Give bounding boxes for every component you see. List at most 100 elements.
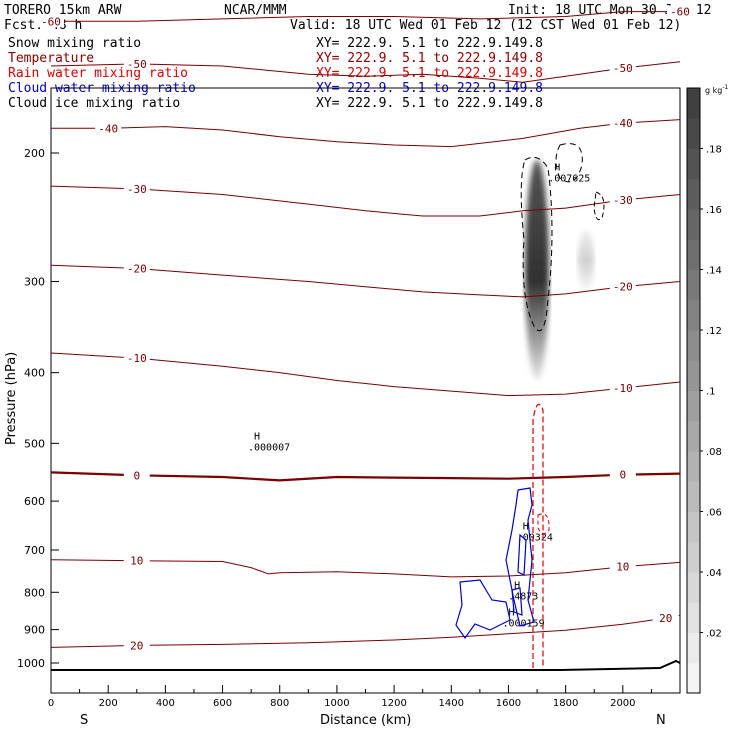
extremum-marker: H <box>254 431 260 442</box>
y-tick-label: 600 <box>24 495 45 508</box>
colorbar-segment <box>687 360 700 391</box>
colorbar-segment <box>687 632 700 664</box>
temperature-label: 0 <box>620 469 627 482</box>
x-tick-label: 200 <box>99 698 118 709</box>
extremum-value: .007625 <box>548 173 590 184</box>
temperature-label-bg <box>123 469 150 482</box>
colorbar-segment <box>687 420 700 452</box>
temperature-label: -40 <box>613 117 633 130</box>
x-tick-label: 1800 <box>553 698 578 709</box>
colorbar-label: .06 <box>706 508 722 519</box>
temperature-label: -30 <box>613 194 633 207</box>
legend-rain-name: Rain water mixing ratio <box>8 66 188 81</box>
temperature-label: 0 <box>133 469 140 482</box>
extremum-value: .000159 <box>502 619 544 630</box>
x-tick-label: 1000 <box>324 698 349 709</box>
temperature-contour <box>50 264 681 298</box>
y-tick-label: 400 <box>24 367 45 380</box>
colorbar-segment <box>687 118 700 149</box>
temperature-contour <box>50 471 681 482</box>
x-tick-label: 400 <box>156 698 175 709</box>
temperature-contour <box>51 11 680 22</box>
valid-time: Valid: 18 UTC Wed 01 Feb 12 (12 CST Wed … <box>290 18 681 33</box>
temperature-label: -10 <box>127 352 147 365</box>
colorbar-segment <box>687 602 700 633</box>
temperature-label-bg <box>609 280 636 293</box>
colorbar-segment <box>687 451 700 482</box>
colorbar-segment <box>687 481 700 512</box>
x-axis: 0 200 400 600 800 1000 1200 1400 1600 1800 2000 <box>48 685 652 709</box>
colorbar-label: .12 <box>706 326 722 337</box>
legend: Snow mixing ratio XY= 222.9. 5.1 to 222.… <box>8 36 543 111</box>
temperature-label-bg <box>609 117 636 130</box>
colorbar-segment <box>687 511 700 543</box>
extremum-value: .000007 <box>248 442 290 453</box>
snow-shading <box>525 160 594 380</box>
temperature-label: 10 <box>130 555 143 568</box>
temperature-label-bg <box>95 122 122 135</box>
temperature-label: -50 <box>127 58 147 71</box>
y-tick-label: 500 <box>24 437 45 450</box>
temperature-label: -60 <box>41 15 61 28</box>
legend-cloudice-xy: XY= 222.9. 5.1 to 222.9.149.8 <box>316 96 543 111</box>
cloud-ice-contour-side <box>593 191 605 221</box>
temperature-label-bg <box>123 554 150 567</box>
colorbar-segment <box>687 209 700 240</box>
temperature-contour <box>50 185 681 217</box>
temperature-label: 20 <box>659 612 672 625</box>
snow-secondary-shading <box>578 230 594 290</box>
colorbar-label: .14 <box>706 266 722 277</box>
y-axis: 200 300 400 500 600 700 800 900 1000 <box>17 147 59 670</box>
y-tick-label: 200 <box>24 147 45 160</box>
y-tick-label: 900 <box>24 624 45 637</box>
colorbar-segment <box>687 572 700 603</box>
y-tick-label: 300 <box>24 275 45 288</box>
legend-temp-xy: XY= 222.9. 5.1 to 222.9.149.8 <box>316 51 543 66</box>
cloud-water-contours <box>455 487 535 640</box>
extremum-marker: H <box>514 580 520 591</box>
extremum-marker: H <box>508 608 514 619</box>
temperature-label-bg <box>38 15 64 28</box>
colorbar-segment <box>687 269 700 301</box>
colorbar-segment <box>687 88 700 119</box>
y-tick-label: 800 <box>24 586 45 599</box>
extremum-value: .00324 <box>517 533 553 544</box>
x-tick-label: 0 <box>48 698 54 709</box>
model-title: TORERO 15km ARW <box>4 3 122 18</box>
colorbar-label: .04 <box>706 568 722 579</box>
temperature-label-bg <box>609 468 636 481</box>
legend-rain-xy: XY= 222.9. 5.1 to 222.9.149.8 <box>316 66 543 81</box>
temperature-label-bg <box>609 194 636 207</box>
colorbar-segment <box>687 299 700 331</box>
x-tick-label: 2000 <box>610 698 635 709</box>
temperature-label-bg <box>123 182 150 195</box>
y-tick-label: 1000 <box>17 657 45 670</box>
rain-water-contour-small <box>537 513 550 534</box>
temperature-contour <box>50 559 681 578</box>
temperature-contour <box>50 352 681 397</box>
temperature-label-bg <box>123 57 150 70</box>
temperature-label: -50 <box>613 62 633 75</box>
temperature-contour <box>51 119 681 148</box>
colorbar-label: .08 <box>706 447 722 458</box>
x-tick-label: 1400 <box>439 698 464 709</box>
temperature-label: -30 <box>127 183 147 196</box>
colorbar-segment <box>687 390 700 422</box>
temperature-label-bg <box>123 262 150 275</box>
rain-water-contour <box>532 403 544 668</box>
colorbar-segment <box>687 148 700 180</box>
cloud-ice-contour <box>520 156 553 332</box>
temperature-label-bg <box>652 612 679 625</box>
org-label: NCAR/MMM <box>224 3 287 18</box>
colorbar-segment <box>687 541 700 573</box>
colorbar-segment <box>687 239 700 270</box>
x-axis-north: N <box>656 713 666 728</box>
extremum-value: .4873 <box>508 591 538 602</box>
legend-temp-name: Temperature <box>8 51 94 66</box>
init-time: Init: 18 UTC Mon 30 Jan 12 <box>508 3 712 18</box>
extremum-marker: H <box>523 522 529 533</box>
temperature-label-bg <box>609 62 636 75</box>
temperature-label-bg <box>609 382 636 395</box>
legend-cloudice-name: Cloud ice mixing ratio <box>8 96 180 111</box>
